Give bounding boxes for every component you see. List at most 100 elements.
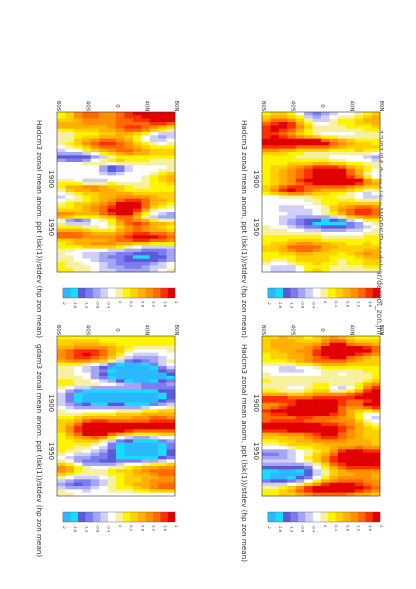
heatmap-cell — [371, 138, 381, 143]
heatmap-cell — [57, 342, 66, 347]
heatmap-cell — [57, 175, 66, 179]
heatmap-cell — [90, 362, 100, 367]
heatmap-cell — [116, 446, 125, 450]
heatmap-cell — [304, 372, 313, 377]
heatmap-cell — [363, 198, 372, 203]
heatmap-cell — [166, 426, 176, 430]
heatmap-cell — [166, 369, 176, 373]
heatmap-cell — [141, 215, 151, 219]
heatmap-cell — [57, 422, 66, 427]
colorbar-label: 0 — [323, 525, 328, 528]
heatmap-cell — [73, 379, 83, 383]
heatmap-cell — [82, 462, 92, 467]
heatmap-cell — [321, 158, 330, 163]
heatmap-cell — [57, 466, 66, 470]
heatmap-cell — [295, 432, 305, 437]
heatmap-cell — [278, 436, 288, 440]
heatmap-cell — [321, 175, 330, 179]
heatmap-cell — [73, 466, 83, 470]
heatmap-cell — [65, 352, 75, 357]
heatmap-cell — [287, 238, 297, 243]
heatmap-cell — [149, 145, 159, 149]
heatmap-cell — [141, 449, 151, 453]
heatmap-cell — [158, 429, 167, 433]
heatmap-cell — [337, 148, 347, 153]
heatmap-cell — [354, 255, 364, 259]
heatmap-cell — [354, 342, 364, 347]
heatmap-cell — [278, 346, 288, 350]
heatmap-cell — [132, 429, 142, 433]
heatmap-cell — [295, 228, 305, 233]
heatmap-cell — [116, 262, 125, 266]
heatmap-cell — [73, 155, 83, 159]
heatmap-cell — [363, 339, 372, 343]
heatmap-cell — [270, 172, 280, 176]
heatmap-cell — [346, 419, 356, 423]
heatmap-cell — [321, 449, 330, 453]
heatmap-cell — [90, 238, 100, 243]
heatmap-cell — [321, 125, 330, 129]
heatmap-cell — [262, 225, 271, 229]
heatmap-cell — [371, 232, 381, 236]
heatmap-cell — [57, 138, 66, 143]
heatmap-cell — [278, 489, 288, 493]
y-tick-label: 40N — [349, 324, 355, 335]
heatmap-cell — [304, 342, 313, 347]
heatmap-cell — [90, 218, 100, 223]
heatmap-cell — [132, 115, 142, 119]
heatmap-cell — [116, 479, 125, 483]
heatmap-cell — [270, 155, 280, 159]
colorbar-swatch — [122, 512, 131, 522]
heatmap-cell — [65, 446, 75, 450]
heatmap-cell — [287, 382, 297, 387]
heatmap-cell — [149, 202, 159, 206]
heatmap-cell — [354, 205, 364, 209]
heatmap-cell — [346, 258, 356, 263]
heatmap-cell — [354, 158, 364, 163]
heatmap-cell — [82, 132, 92, 136]
heatmap-cell — [90, 386, 100, 390]
heatmap-cell — [65, 336, 75, 340]
heatmap-cell — [354, 369, 364, 373]
heatmap-cell — [262, 132, 271, 136]
heatmap-cell — [141, 138, 151, 143]
heatmap-cell — [278, 268, 288, 273]
heatmap-cell — [149, 362, 159, 367]
heatmap-cell — [82, 346, 92, 350]
heatmap-cell — [141, 255, 151, 259]
heatmap-cell — [337, 412, 347, 417]
heatmap-cell — [321, 432, 330, 437]
heatmap-cell — [158, 489, 167, 493]
heatmap-cell — [287, 399, 297, 403]
heatmap-cell — [107, 486, 117, 490]
heatmap-cell — [295, 138, 305, 143]
heatmap-cell — [278, 352, 288, 357]
heatmap-cell — [270, 366, 280, 370]
heatmap-cell — [158, 252, 167, 256]
heatmap-cell — [346, 115, 356, 119]
heatmap-cell — [124, 232, 134, 236]
heatmap-cell — [312, 459, 322, 463]
heatmap-cell — [337, 175, 347, 179]
heatmap-cell — [329, 215, 339, 219]
heatmap-cell — [278, 182, 288, 186]
heatmap-cell — [124, 195, 134, 199]
heatmap-cell — [149, 115, 159, 119]
heatmap-cell — [262, 466, 271, 470]
heatmap-cell — [158, 426, 167, 430]
heatmap-cell — [262, 492, 271, 497]
heatmap-cell — [262, 178, 271, 183]
heatmap-cell — [73, 456, 83, 460]
heatmap-cell — [149, 235, 159, 239]
heatmap-cell — [73, 182, 83, 186]
heatmap-cell — [90, 356, 100, 360]
heatmap-cell — [337, 262, 347, 266]
heatmap-cell — [346, 406, 356, 410]
heatmap-cell — [363, 175, 372, 179]
heatmap-cell — [354, 115, 364, 119]
heatmap-cell — [82, 422, 92, 427]
colorbar-label: -0.8 — [301, 301, 306, 309]
heatmap-cell — [158, 142, 167, 146]
heatmap-cell — [262, 486, 271, 490]
heatmap-cell — [304, 349, 313, 353]
